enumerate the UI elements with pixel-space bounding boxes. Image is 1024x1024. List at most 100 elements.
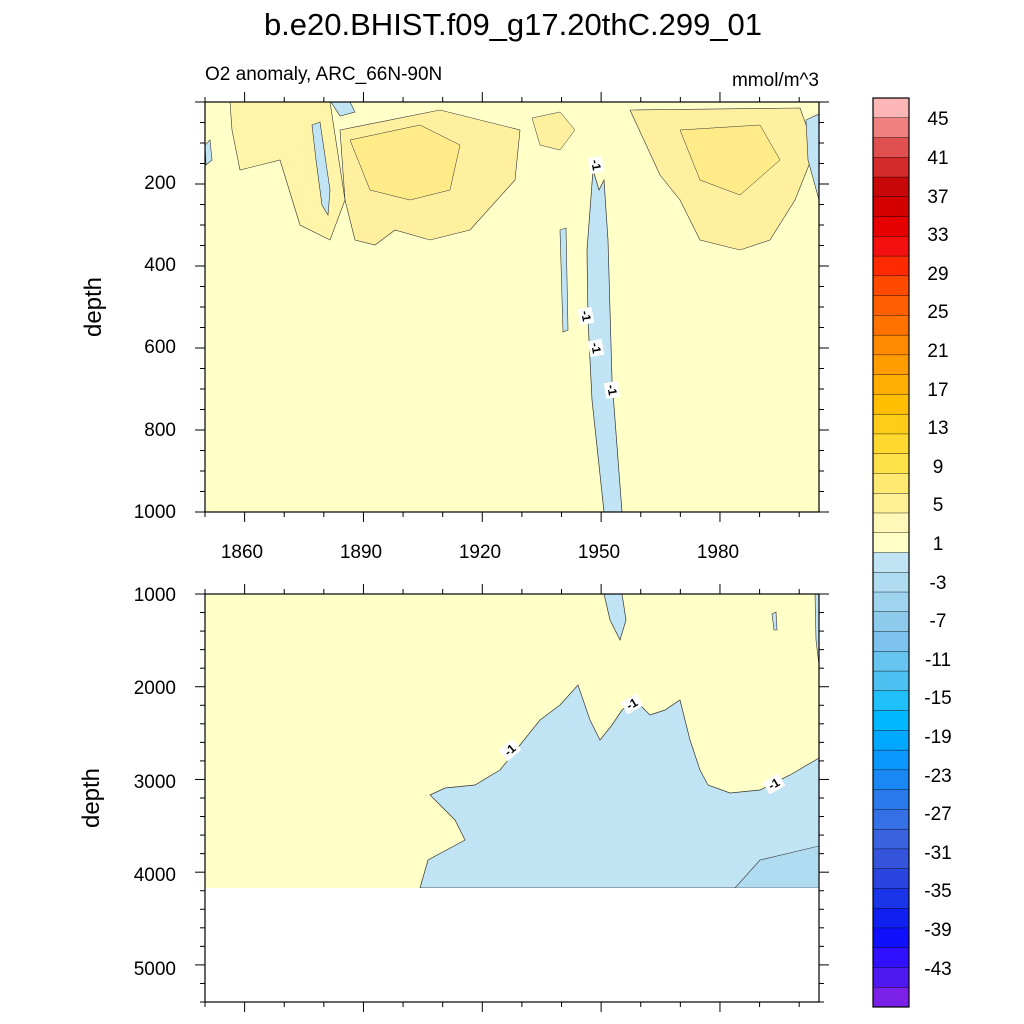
colorbar-label: -35 (924, 881, 951, 902)
y-tick-label: 800 (144, 420, 176, 441)
contour-label: -1 (604, 384, 620, 397)
subtitle-left: O2 anomaly, ARC_66N-90N (205, 64, 442, 85)
colorbar (872, 97, 910, 1008)
colorbar-swatch (872, 532, 910, 554)
colorbar-swatch (872, 789, 910, 810)
colorbar-swatch (872, 473, 910, 494)
upper-panel-field (205, 102, 819, 512)
colorbar-label: -19 (924, 727, 951, 748)
subtitle-units: mmol/m^3 (732, 70, 819, 91)
colorbar-label: 29 (927, 264, 948, 285)
colorbar-label: 5 (933, 495, 944, 516)
colorbar-swatch (872, 651, 910, 672)
colorbar-swatch (872, 255, 910, 277)
contour-label: -1 (588, 159, 604, 172)
colorbar-swatch (872, 888, 910, 909)
colorbar-swatch (872, 157, 910, 178)
colorbar-swatch (872, 730, 910, 751)
colorbar-swatch (872, 295, 910, 316)
colorbar-swatch (872, 512, 910, 534)
colorbar-swatch (872, 631, 910, 652)
colorbar-swatch (872, 907, 910, 929)
colorbar-label: 17 (927, 380, 948, 401)
colorbar-swatch (872, 433, 910, 455)
colorbar-swatch (872, 828, 910, 850)
colorbar-labels: 45 41 37 33 29 25 21 17 13 9 5 1 -3 -7 -… (924, 109, 951, 980)
colorbar-label: -11 (925, 650, 951, 671)
colorbar-label: -23 (924, 766, 951, 787)
colorbar-swatch (872, 987, 910, 1008)
colorbar-label: 33 (927, 225, 948, 246)
colorbar-swatch (872, 572, 910, 593)
colorbar-swatch (872, 848, 910, 870)
y-tick-label: 1000 (134, 585, 176, 606)
lower-y-axis-label: depth (78, 768, 105, 828)
colorbar-swatch (872, 552, 910, 573)
colorbar-swatch (872, 236, 910, 257)
x-tick-label: 1950 (578, 542, 620, 563)
colorbar-swatch (872, 97, 910, 119)
y-tick-label: 4000 (134, 865, 176, 886)
colorbar-label: 37 (927, 187, 948, 208)
colorbar-label: 1 (933, 534, 944, 555)
colorbar-swatch (872, 315, 910, 336)
colorbar-swatch (872, 868, 910, 889)
lower-y-tick-labels: 1000 2000 3000 4000 5000 (134, 585, 176, 980)
x-tick-label: 1860 (221, 542, 263, 563)
chart-title: b.e20.BHIST.f09_g17.20thC.299_01 (264, 7, 762, 42)
colorbar-swatch (872, 354, 910, 376)
y-tick-label: 1000 (134, 502, 176, 523)
colorbar-swatch (872, 176, 910, 198)
colorbar-swatch (872, 927, 910, 949)
upper-contour-labels: -1 -1 -1 -1 (577, 155, 621, 400)
colorbar-swatch (872, 374, 910, 395)
colorbar-swatch (872, 334, 910, 356)
x-tick-labels: 1860 1890 1920 1950 1980 (221, 542, 739, 563)
lower-ticks (195, 584, 829, 1012)
colorbar-swatch (872, 394, 910, 415)
y-tick-label: 200 (144, 173, 176, 194)
upper-ticks (195, 92, 829, 522)
colorbar-label: -31 (924, 843, 951, 864)
colorbar-label: -43 (924, 959, 951, 980)
x-tick-label: 1980 (697, 542, 739, 563)
y-tick-label: 400 (144, 255, 176, 276)
colorbar-label: -39 (924, 920, 951, 941)
colorbar-swatch (872, 137, 910, 158)
colorbar-label: 21 (927, 341, 948, 362)
colorbar-swatch (872, 749, 910, 771)
x-tick-label: 1920 (459, 542, 501, 563)
colorbar-swatch (872, 493, 910, 514)
colorbar-label: 13 (927, 418, 948, 439)
contour-label: -1 (588, 342, 604, 355)
colorbar-label: -7 (930, 611, 947, 632)
y-tick-label: 2000 (134, 678, 176, 699)
colorbar-swatch (872, 196, 910, 218)
colorbar-label: 25 (927, 302, 948, 323)
colorbar-swatch (872, 611, 910, 633)
y-tick-label: 5000 (134, 959, 176, 980)
colorbar-swatch (872, 710, 910, 731)
colorbar-label: 9 (933, 457, 944, 478)
upper-y-axis-label: depth (80, 277, 107, 337)
colorbar-swatch (872, 413, 910, 435)
colorbar-swatch (872, 670, 910, 692)
colorbar-swatch (872, 275, 910, 297)
colorbar-label: -3 (930, 573, 947, 594)
colorbar-swatch (872, 809, 910, 830)
y-tick-label: 3000 (134, 772, 176, 793)
colorbar-swatch (872, 769, 910, 791)
colorbar-label: 45 (927, 109, 948, 130)
colorbar-label: -27 (924, 804, 951, 825)
y-tick-label: 600 (144, 337, 176, 358)
colorbar-swatch (872, 216, 910, 237)
x-tick-label: 1890 (340, 542, 382, 563)
colorbar-label: 41 (927, 148, 948, 169)
upper-y-tick-labels: 200 400 600 800 1000 (134, 173, 176, 523)
contour-label: -1 (578, 310, 594, 323)
colorbar-label: -15 (924, 688, 951, 709)
colorbar-swatch (872, 947, 910, 968)
colorbar-swatch (872, 453, 910, 474)
colorbar-swatch (872, 117, 910, 139)
